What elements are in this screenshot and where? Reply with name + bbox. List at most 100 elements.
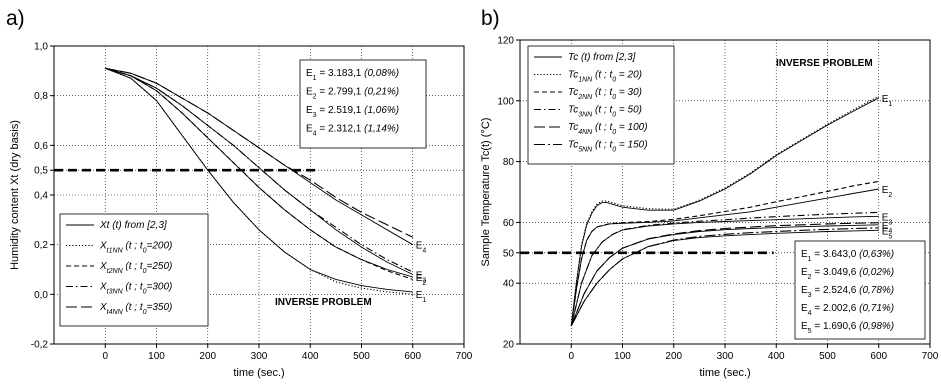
series-line-nn2 <box>570 180 879 326</box>
stats-row: E4 = 2.002,6 (0,71%) <box>801 303 894 317</box>
stats-pct: (0,98%) <box>859 321 894 332</box>
stats-frame <box>794 240 926 340</box>
x-tick-label: 100 <box>148 351 165 362</box>
series-end-label: E2 <box>882 185 893 199</box>
legend-entry-part: 0 <box>143 247 147 254</box>
series-end-label: E3 <box>882 212 893 226</box>
chart-panel-b: b)0 100 200 300 400 500 600 7002040506080100120… <box>480 7 939 379</box>
legend-entry-part: 0 <box>612 76 616 83</box>
stats-id-sub: 2 <box>808 274 812 281</box>
stats-id: E <box>306 105 313 116</box>
legend-entry-part: = 30) <box>616 87 642 98</box>
stats-value: = 3.049,6 <box>812 267 860 278</box>
stats-id: E <box>801 285 808 296</box>
stats-id-sub: 3 <box>313 112 317 119</box>
legend-entry-part: Tc <box>568 105 578 116</box>
stats-value: = 1.690,6 <box>812 321 860 332</box>
legend-entry-part: 0 <box>612 94 616 101</box>
legend-entry-part: X <box>99 282 107 293</box>
stats-id: E <box>801 321 808 332</box>
stats-id: E <box>801 267 808 278</box>
stats-id-sub: 3 <box>808 292 812 299</box>
series-line-nn5 <box>570 227 879 327</box>
stats-id-sub: 2 <box>313 93 317 100</box>
series-line-nn3 <box>105 67 414 273</box>
y-tick-label: 100 <box>497 96 514 107</box>
stats-id-sub: 4 <box>808 310 812 317</box>
legend-entry-part: X <box>99 302 107 313</box>
legend-entry-part: 0 <box>612 146 616 153</box>
legend-entry-part: X <box>99 261 107 272</box>
legend-entry-part: 0 <box>612 129 616 136</box>
stats-pct: (0,08%) <box>364 68 399 79</box>
legend-entry-part: X <box>99 241 107 252</box>
y-tick-label: 20 <box>503 340 515 351</box>
legend-entry-part: Tc <box>568 140 578 151</box>
stats-id: E <box>306 124 313 135</box>
legend-entry-part: 5NN <box>578 146 593 153</box>
legend-entry-part: 1NN <box>578 76 593 83</box>
legend-entry-part: = 50) <box>616 105 642 116</box>
legend-entry-part: (t ; t <box>123 261 144 272</box>
legend-entry-part: (t ; t <box>592 70 613 81</box>
series-end-label-part: E <box>416 241 423 252</box>
series-end-label-part: E <box>882 226 889 237</box>
legend-entry: Xt3NN (t ; t0=300) <box>99 282 172 296</box>
stats-id-sub: 1 <box>808 256 812 263</box>
legend-entry-part: 4NN <box>578 129 593 136</box>
stats-box: E1 = 3.183,1 (0,08%) E2 = 2.799,1 (0,21%)… <box>299 59 427 149</box>
legend-entry-part: 0 <box>612 111 616 118</box>
legend-entry: Xt1NN (t ; t0=200) <box>99 241 172 255</box>
legend-entry-part: 0 <box>143 309 147 316</box>
panel-label: a) <box>6 7 25 30</box>
legend-entry: Tc2NN (t ; t0 = 30) <box>568 87 642 101</box>
series-line-e1 <box>570 97 880 326</box>
legend-entry-part: (t ; t <box>123 282 144 293</box>
x-tick-label: 500 <box>353 351 370 362</box>
y-tick-label: 40 <box>503 279 515 290</box>
series-end-label-part: 3 <box>888 219 892 226</box>
series-end-label: E2 <box>416 273 427 287</box>
series-end-label-part: E <box>882 212 889 223</box>
stats-id: E <box>306 87 313 98</box>
series-end-label-part: E <box>882 185 889 196</box>
series-end-label: E4 <box>416 241 427 255</box>
stats-row: E2 = 3.049,6 (0,02%) <box>801 267 894 281</box>
stats-frame <box>299 59 427 149</box>
legend-entry-part: (t ; t <box>592 87 613 98</box>
series-end-label: E1 <box>882 94 893 108</box>
chart-panel-a: a)0 100 200 300 400 500 600 700-0,20,00,20,40,5… <box>6 7 473 379</box>
legend-entry-part: =350) <box>147 302 173 313</box>
series-end-label-part: E <box>882 221 889 232</box>
stats-value: = 2.524,6 <box>812 285 860 296</box>
series-end-label-part: 3 <box>422 277 426 284</box>
series-end-label-part: 1 <box>422 296 426 303</box>
x-tick-label: 600 <box>870 351 887 362</box>
x-axis-label: time (sec.) <box>699 367 750 379</box>
stats-row: E3 = 2.524,6 (0,78%) <box>801 285 894 299</box>
y-axis-label: Sample Temperature Tc(t) (°C) <box>480 118 492 267</box>
legend-entry-part: (t ; t <box>123 241 144 252</box>
series-end-label-part: E <box>416 270 423 281</box>
legend: Xt (t) from [2,3]Xt1NN (t ; t0=200)Xt2NN… <box>59 213 209 327</box>
y-axis-label: Humidity content Xt (dry basis) <box>9 120 21 270</box>
stats-id: E <box>801 303 808 314</box>
x-axis-label: time (sec.) <box>233 367 284 379</box>
stats-row: E2 = 2.799,1 (0,21%) <box>306 87 399 101</box>
x-tick-label: 400 <box>768 351 785 362</box>
series-line-e5 <box>570 229 879 327</box>
legend-entry-part: =300) <box>147 282 173 293</box>
y-tick-label: 0,5 <box>34 166 48 177</box>
series-end-label-part: 4 <box>888 227 892 234</box>
y-tick-label: 0,4 <box>34 191 48 202</box>
series-line-nn3 <box>570 211 879 326</box>
x-tick-label: 0 <box>568 351 574 362</box>
stats-row: E1 = 3.183,1 (0,08%) <box>306 68 399 82</box>
legend-frame <box>527 45 675 165</box>
stats-pct: (0,78%) <box>859 285 894 296</box>
x-tick-label: 300 <box>717 351 734 362</box>
stats-id: E <box>801 249 808 260</box>
stats-id-sub: 1 <box>313 75 317 82</box>
y-tick-label: 0,0 <box>34 290 48 301</box>
